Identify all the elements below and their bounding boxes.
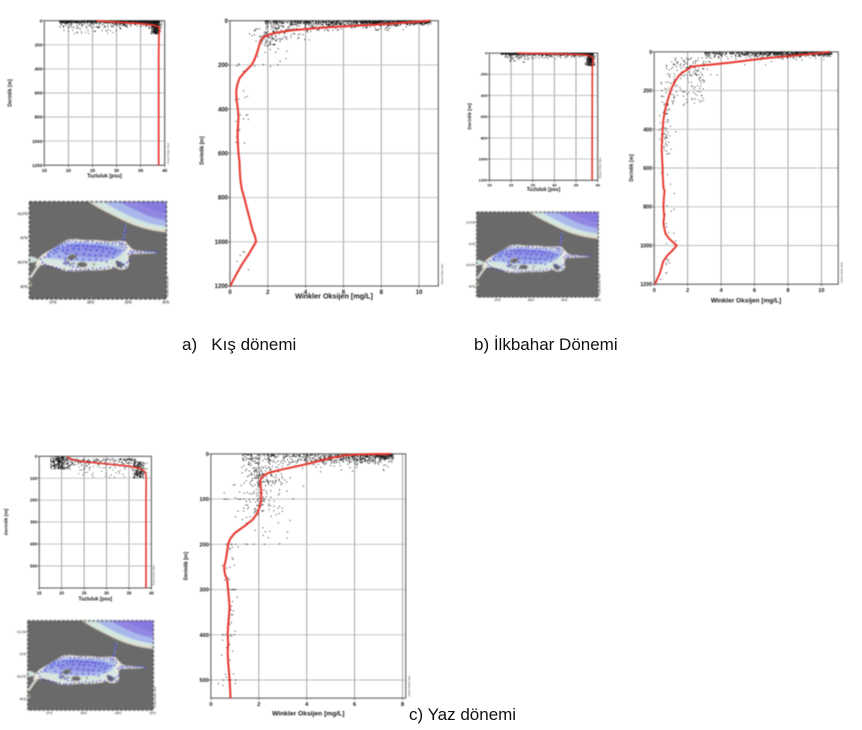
svg-text:600: 600 [481,114,488,119]
svg-text:2: 2 [257,702,260,708]
svg-text:1200: 1200 [215,284,229,290]
svg-text:1200: 1200 [478,178,488,183]
svg-text:0: 0 [209,702,212,708]
svg-text:25: 25 [82,591,87,596]
svg-text:500: 500 [200,678,209,684]
svg-text:400: 400 [200,633,209,639]
svg-text:Ocean Data View: Ocean Data View [598,158,602,179]
svg-text:20: 20 [509,183,514,188]
svg-text:10: 10 [416,290,423,296]
svg-text:600: 600 [218,152,229,158]
svg-text:6: 6 [353,702,356,708]
svg-text:1200: 1200 [640,282,652,288]
svg-text:8: 8 [787,288,790,294]
svg-text:20: 20 [66,168,72,173]
svg-text:600: 600 [643,166,652,172]
svg-text:400: 400 [30,542,38,547]
svg-text:0: 0 [485,51,488,56]
svg-text:Ocean Data View: Ocean Data View [840,262,844,283]
svg-text:8: 8 [380,290,384,296]
svg-text:1200: 1200 [32,163,43,168]
svg-text:200: 200 [218,63,229,69]
svg-text:1000: 1000 [215,240,229,246]
svg-text:1000: 1000 [32,139,43,144]
svg-text:800: 800 [643,205,652,211]
svg-text:Ocean Data View: Ocean Data View [153,687,157,708]
svg-text:0: 0 [35,454,38,459]
svg-text:Ocean Data View: Ocean Data View [152,565,156,586]
svg-text:Ocean Data View: Ocean Data View [597,274,601,295]
svg-text:500: 500 [30,564,38,569]
svg-text:1000: 1000 [640,243,652,249]
svg-text:Winkler Oksijen [mg/L]: Winkler Oksijen [mg/L] [272,711,344,718]
svg-text:10: 10 [818,288,824,294]
svg-text:200: 200 [30,498,38,503]
svg-text:Winkler Oksijen [mg/L]: Winkler Oksijen [mg/L] [295,292,373,301]
svg-text:0: 0 [649,50,652,56]
svg-text:Ocean Data View: Ocean Data View [407,676,411,697]
svg-text:400: 400 [481,93,488,98]
svg-text:Ocean Data View: Ocean Data View [440,264,444,285]
svg-text:15: 15 [37,591,42,596]
svg-text:Derinlik [m]: Derinlik [m] [4,508,10,535]
svg-text:0: 0 [40,18,43,23]
svg-text:Derinlik [m]: Derinlik [m] [8,79,14,107]
svg-text:Tuzluluk [psu]: Tuzluluk [psu] [527,187,561,193]
svg-text:300: 300 [200,588,209,594]
svg-text:200: 200 [643,89,652,95]
svg-text:Derinlik [m]: Derinlik [m] [184,551,190,580]
svg-text:100: 100 [200,497,209,503]
svg-text:35: 35 [127,591,132,596]
svg-text:0: 0 [206,452,209,458]
svg-text:35: 35 [138,168,144,173]
svg-text:400: 400 [218,107,229,113]
svg-text:1000: 1000 [478,157,488,162]
svg-text:6: 6 [342,290,346,296]
svg-text:6: 6 [753,288,756,294]
svg-text:800: 800 [35,115,43,120]
svg-text:20: 20 [59,591,64,596]
svg-text:8: 8 [401,702,404,708]
svg-text:2: 2 [686,288,689,294]
svg-text:400: 400 [643,127,652,133]
svg-text:40: 40 [595,183,600,188]
svg-text:25: 25 [90,168,96,173]
svg-text:600: 600 [35,91,43,96]
svg-text:Tuzluluk [psu]: Tuzluluk [psu] [87,174,122,180]
svg-text:40: 40 [162,168,168,173]
svg-text:Ocean Data View: Ocean Data View [166,143,170,164]
svg-text:Ocean Data View: Ocean Data View [165,276,169,297]
svg-text:30: 30 [552,183,557,188]
svg-text:100: 100 [30,476,38,481]
svg-text:25: 25 [530,183,535,188]
svg-text:200: 200 [35,42,43,47]
svg-text:300: 300 [30,520,38,525]
svg-text:30: 30 [104,591,109,596]
svg-text:Derinlik [m]: Derinlik [m] [200,136,206,165]
svg-text:200: 200 [200,542,209,548]
svg-text:35: 35 [574,183,579,188]
svg-text:15: 15 [42,168,48,173]
svg-text:4: 4 [304,290,308,296]
svg-text:40: 40 [149,591,154,596]
svg-text:400: 400 [35,67,43,72]
svg-text:Derinlik [m]: Derinlik [m] [467,103,473,130]
svg-text:0: 0 [225,19,229,25]
svg-text:4: 4 [720,288,723,294]
svg-text:0: 0 [228,290,232,296]
svg-text:30: 30 [114,168,120,173]
svg-text:800: 800 [481,135,488,140]
svg-text:Tuzluluk [psu]: Tuzluluk [psu] [79,597,113,603]
svg-text:15: 15 [487,183,492,188]
svg-text:4: 4 [305,702,309,708]
svg-text:200: 200 [481,72,488,77]
svg-text:800: 800 [218,196,229,202]
svg-text:Derinlik [m]: Derinlik [m] [629,154,635,182]
svg-text:Winkler Oksijen [mg/L]: Winkler Oksijen [mg/L] [711,298,781,305]
svg-text:0: 0 [653,288,656,294]
svg-text:2: 2 [266,290,270,296]
